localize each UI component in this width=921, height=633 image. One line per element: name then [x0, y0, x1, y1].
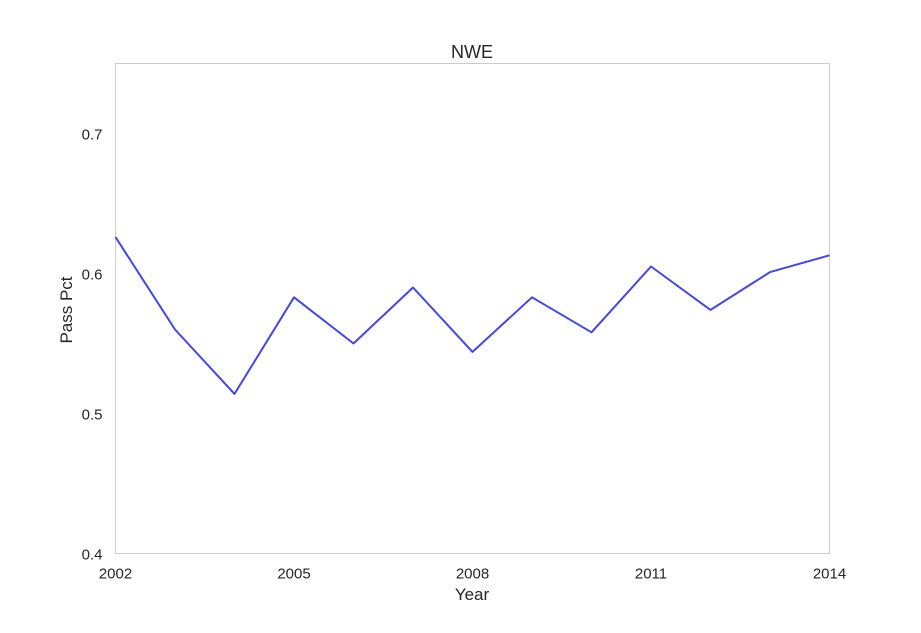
series-layer	[114, 236, 830, 395]
x-tick-label: 2011	[635, 566, 667, 583]
series-line	[114, 236, 830, 395]
y-tick-label: 0.6	[82, 267, 103, 284]
y-axis-label: Pass Pct	[57, 276, 76, 343]
plot-area-frame	[115, 63, 830, 554]
x-tick-label: 2005	[277, 566, 310, 583]
x-axis-label: Year	[455, 585, 490, 604]
y-axis-ticks: 0.4 0.5 0.6 0.7	[82, 127, 103, 564]
chart-title: NWE	[451, 42, 493, 62]
x-tick-label: 2008	[456, 566, 489, 583]
x-tick-label: 2002	[99, 566, 132, 583]
y-tick-label: 0.5	[82, 407, 103, 424]
y-tick-label: 0.4	[82, 547, 103, 564]
x-axis-ticks: 2002 2005 2008 2011 2014	[99, 566, 846, 583]
x-tick-label: 2014	[813, 566, 846, 583]
y-tick-label: 0.7	[82, 127, 103, 144]
